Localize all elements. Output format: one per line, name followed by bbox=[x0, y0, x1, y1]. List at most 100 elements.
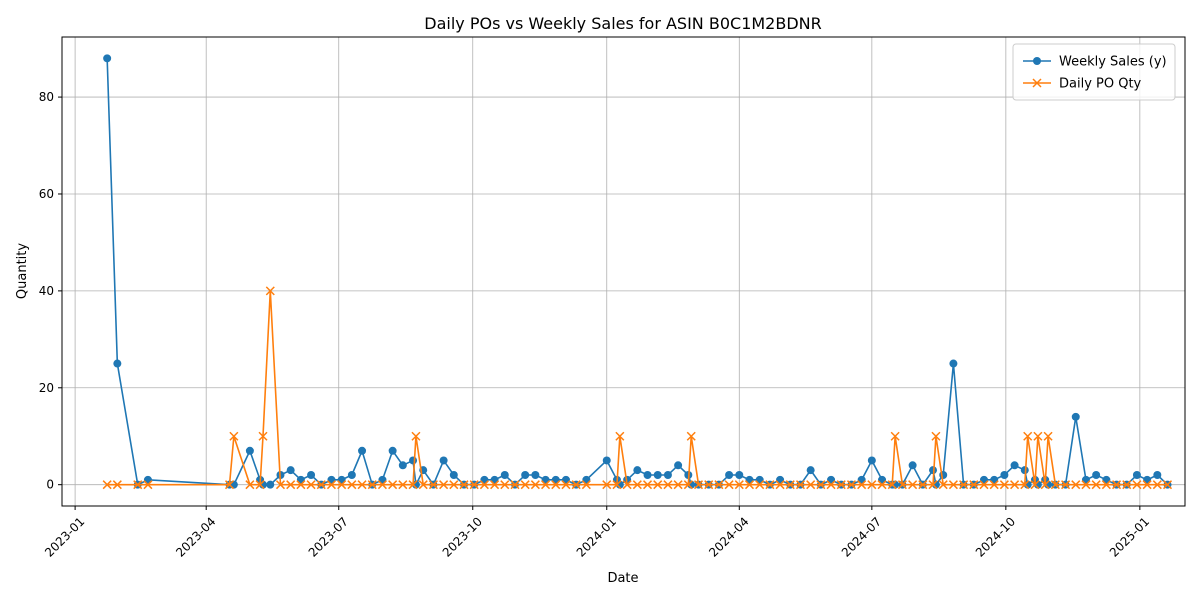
data-point-x bbox=[969, 480, 979, 490]
data-point-x bbox=[826, 480, 836, 490]
data-point-x bbox=[857, 480, 867, 490]
series-daily-po-qty bbox=[102, 286, 1173, 490]
data-point-x bbox=[959, 480, 969, 490]
data-point-x bbox=[1162, 480, 1173, 490]
data-point bbox=[439, 456, 448, 465]
data-point-x bbox=[347, 480, 357, 490]
data-point-x bbox=[377, 480, 387, 490]
data-point-x bbox=[439, 480, 449, 490]
data-point-x bbox=[398, 480, 408, 490]
data-point bbox=[1092, 470, 1101, 479]
data-point-x bbox=[229, 431, 239, 441]
data-point-x bbox=[643, 480, 653, 490]
y-tick-label: 60 bbox=[39, 187, 54, 201]
y-axis: 0 20 40 60 80 bbox=[39, 90, 62, 492]
data-point-x bbox=[890, 431, 900, 441]
data-point-x bbox=[411, 431, 421, 441]
data-point-x bbox=[744, 480, 755, 490]
y-tick-label: 40 bbox=[39, 284, 54, 298]
data-point-x bbox=[1033, 431, 1043, 441]
data-point-x bbox=[133, 480, 143, 490]
data-point-x bbox=[500, 480, 510, 490]
legend-label: Weekly Sales (y) bbox=[1059, 55, 1167, 70]
data-point-x bbox=[663, 480, 673, 490]
x-tick-label: 2024-04 bbox=[706, 514, 751, 559]
data-point-x bbox=[836, 480, 846, 490]
data-point-x bbox=[1030, 480, 1040, 490]
data-point-x bbox=[632, 480, 642, 490]
data-point-x bbox=[724, 480, 734, 490]
series-layer bbox=[102, 54, 1173, 490]
data-point-x bbox=[326, 480, 336, 490]
data-point bbox=[1000, 470, 1009, 479]
data-point-x bbox=[887, 480, 897, 490]
data-point-x bbox=[581, 480, 591, 490]
data-point-x bbox=[367, 480, 377, 490]
x-tick-label: 2024-07 bbox=[839, 514, 884, 559]
data-point bbox=[103, 54, 112, 63]
data-point-x bbox=[510, 480, 520, 490]
data-point bbox=[939, 470, 948, 479]
x-axis: 2023-01 2023-04 2023-07 2023-10 2024-01 2024-… bbox=[42, 506, 1152, 560]
data-point-x bbox=[520, 480, 530, 490]
data-point bbox=[725, 470, 734, 479]
data-point bbox=[633, 466, 642, 475]
x-tick-label: 2023-04 bbox=[173, 514, 218, 559]
data-point-x bbox=[1043, 431, 1053, 441]
data-point-x bbox=[806, 480, 816, 490]
data-point bbox=[245, 446, 254, 455]
data-point bbox=[1071, 412, 1080, 421]
data-point-x bbox=[931, 431, 941, 441]
data-point bbox=[500, 470, 509, 479]
data-point-x bbox=[1091, 480, 1101, 490]
data-point-x bbox=[1132, 480, 1142, 490]
data-point-x bbox=[418, 480, 428, 490]
data-point bbox=[307, 470, 316, 479]
x-tick-label: 2023-07 bbox=[306, 514, 351, 559]
data-point bbox=[1153, 470, 1162, 479]
data-point bbox=[806, 466, 815, 475]
data-point-x bbox=[102, 480, 112, 490]
data-point-x bbox=[258, 431, 268, 441]
data-point bbox=[347, 470, 356, 479]
data-point-x bbox=[459, 480, 469, 490]
data-point bbox=[674, 461, 683, 470]
data-point-x bbox=[316, 480, 326, 490]
data-point-x bbox=[469, 480, 479, 490]
data-point bbox=[908, 461, 917, 470]
data-point bbox=[949, 359, 958, 368]
x-tick-label: 2025-01 bbox=[1107, 514, 1152, 559]
data-point-x bbox=[1071, 480, 1081, 490]
data-point bbox=[229, 480, 238, 489]
y-tick-label: 0 bbox=[46, 478, 54, 492]
data-point-x bbox=[428, 480, 438, 490]
legend: Weekly Sales (y) Daily PO Qty bbox=[1012, 43, 1176, 101]
data-point-x bbox=[1061, 480, 1071, 490]
data-point bbox=[113, 359, 122, 368]
data-point bbox=[1010, 461, 1019, 470]
data-point-x bbox=[245, 480, 255, 490]
data-point-x bbox=[337, 480, 347, 490]
data-point-x bbox=[1112, 480, 1122, 490]
data-point-x bbox=[686, 431, 696, 441]
data-point-x bbox=[755, 480, 765, 490]
data-point-x bbox=[908, 480, 918, 490]
legend-item: Daily PO Qty bbox=[1023, 77, 1142, 92]
data-point-x bbox=[918, 480, 928, 490]
data-point-x bbox=[1142, 480, 1152, 490]
data-point-x bbox=[449, 480, 459, 490]
data-point-x bbox=[490, 480, 500, 490]
data-point-x bbox=[479, 480, 489, 490]
data-point bbox=[643, 470, 652, 479]
x-tick-label: 2024-01 bbox=[574, 514, 619, 559]
data-point-x bbox=[653, 480, 663, 490]
legend-label: Daily PO Qty bbox=[1059, 77, 1142, 92]
data-point-x bbox=[1023, 431, 1033, 441]
data-point-x bbox=[530, 480, 540, 490]
data-point-x bbox=[704, 480, 714, 490]
data-point bbox=[286, 466, 295, 475]
data-point-x bbox=[795, 480, 806, 490]
data-point-x bbox=[306, 480, 316, 490]
data-point-x bbox=[112, 480, 122, 490]
